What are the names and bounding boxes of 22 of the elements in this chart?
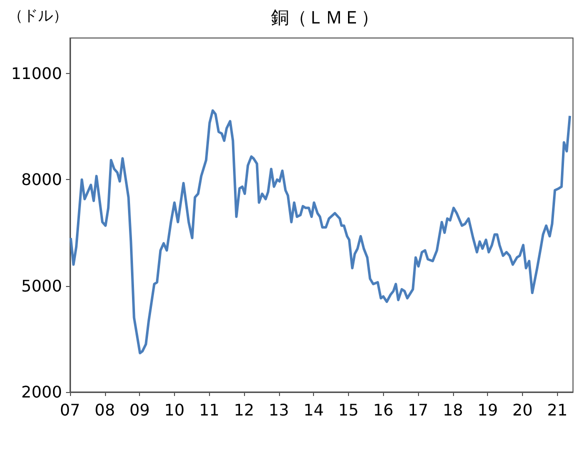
x-tick-label: 18: [442, 400, 464, 420]
x-tick-label: 19: [478, 400, 498, 420]
x-tick-label: 13: [268, 400, 290, 420]
x-tick-label: 21: [547, 400, 568, 420]
y-tick-label: 11000: [11, 64, 62, 83]
x-tick-label: 17: [408, 400, 428, 420]
y-axis-title: （ドル）: [8, 6, 68, 24]
x-tick-label: 08: [94, 400, 115, 420]
x-tick-label: 20: [512, 400, 533, 420]
chart-title: 銅（ＬＭＥ）: [271, 8, 379, 28]
x-tick-label: 12: [234, 400, 254, 420]
x-tick-label: 07: [60, 400, 80, 420]
x-tick-label: 10: [164, 400, 185, 420]
x-tick-label: 15: [338, 400, 359, 420]
y-tick-label: 2000: [21, 382, 62, 402]
line-series: [69, 109, 572, 354]
y-tick-label: 8000: [21, 170, 62, 190]
y-tick-label: 5000: [21, 276, 62, 296]
x-tick-label: 09: [129, 400, 150, 420]
x-tick-label: 11: [199, 400, 220, 420]
x-tick-label: 16: [373, 400, 394, 420]
x-tick-label: 14: [303, 400, 324, 420]
